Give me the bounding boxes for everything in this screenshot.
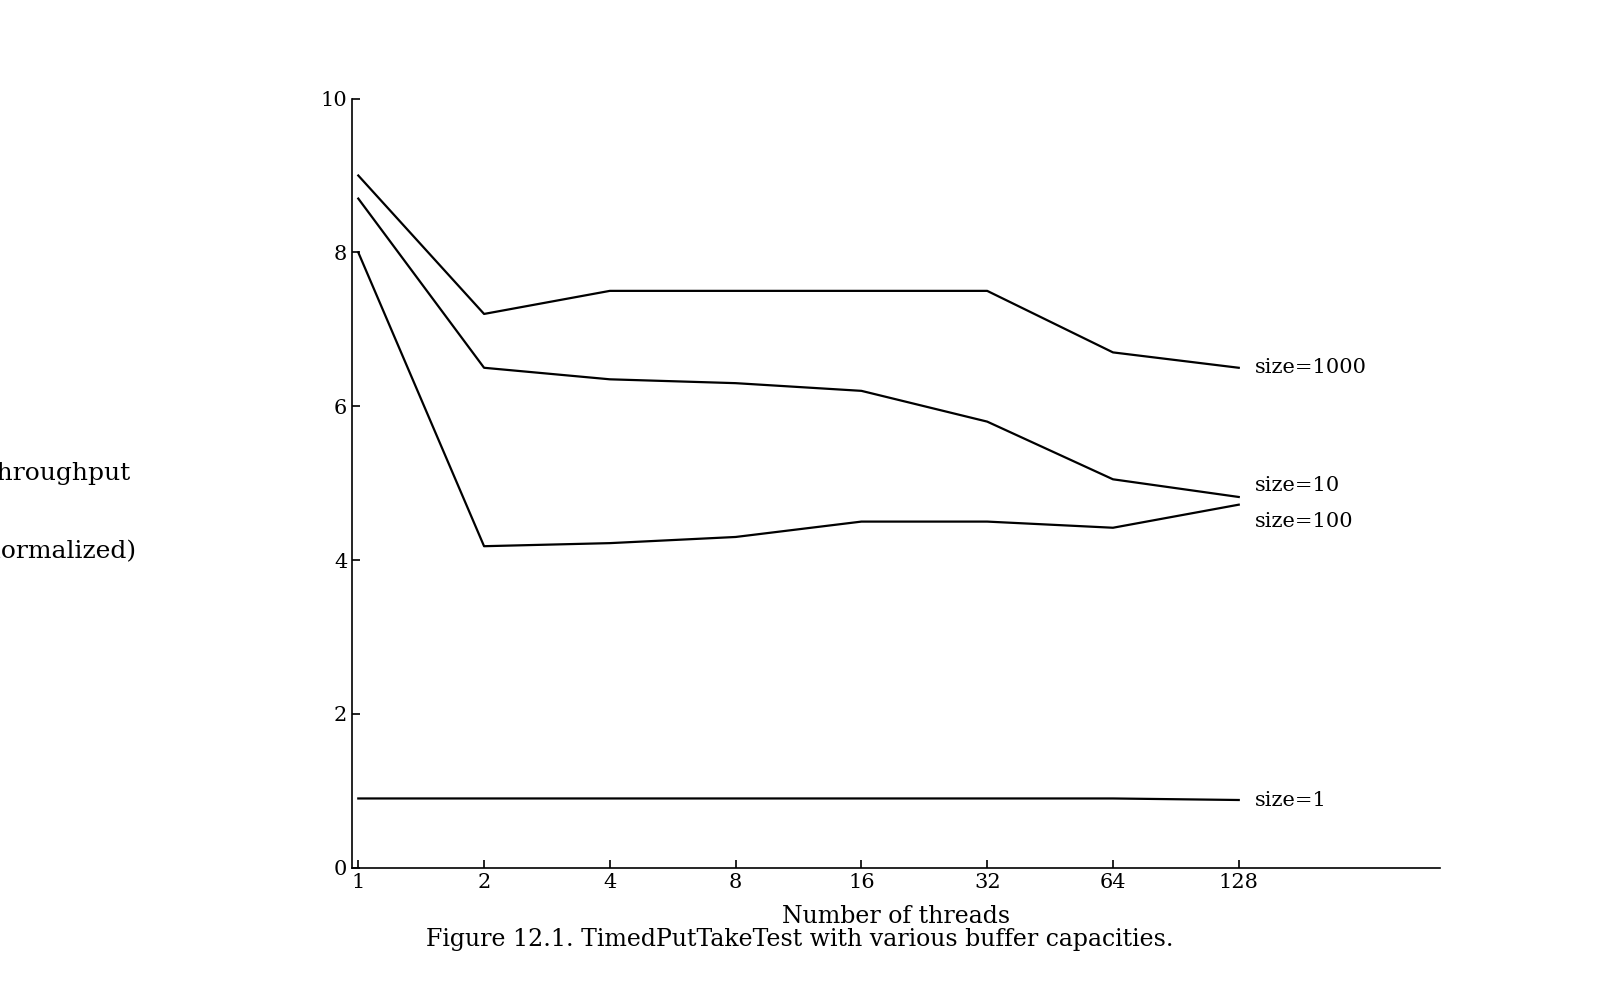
Text: Figure 12.1. TimedPutTakeTest with various buffer capacities.: Figure 12.1. TimedPutTakeTest with vario… [426,929,1174,951]
Text: size=1: size=1 [1254,791,1326,810]
Text: size=1000: size=1000 [1254,358,1366,378]
Text: size=10: size=10 [1254,476,1341,495]
X-axis label: Number of threads: Number of threads [782,905,1010,929]
Text: (normalized): (normalized) [0,540,136,564]
Text: size=100: size=100 [1254,512,1354,531]
Text: Throughput: Throughput [0,461,131,485]
